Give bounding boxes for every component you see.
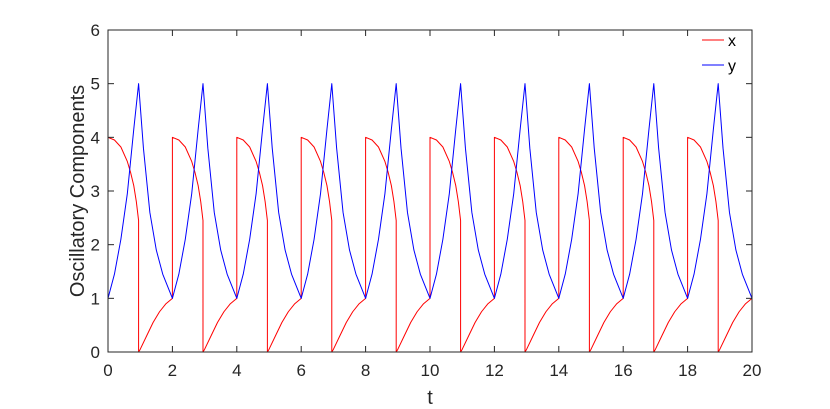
y-axis-label: Oscillatory Components bbox=[67, 85, 89, 297]
y-tick-label: 1 bbox=[91, 289, 100, 308]
legend: x y bbox=[702, 33, 736, 75]
x-tick-label: 6 bbox=[296, 361, 305, 380]
x-axis: 0 2 4 6 8 10 12 14 16 18 20 bbox=[103, 30, 761, 380]
x-tick-label: 20 bbox=[743, 361, 762, 380]
y-axis: 0 1 2 3 4 5 6 bbox=[91, 21, 752, 362]
legend-label-y: y bbox=[728, 58, 736, 75]
y-tick-label: 6 bbox=[91, 21, 100, 40]
y-tick-label: 2 bbox=[91, 236, 100, 255]
series-layer bbox=[108, 83, 752, 352]
series-line-x bbox=[108, 136, 752, 352]
x-tick-label: 18 bbox=[678, 361, 697, 380]
x-axis-label: t bbox=[427, 387, 433, 409]
x-tick-label: 10 bbox=[421, 361, 440, 380]
x-tick-label: 12 bbox=[485, 361, 504, 380]
x-tick-label: 8 bbox=[361, 361, 370, 380]
series-line-y bbox=[108, 83, 752, 299]
x-tick-label: 16 bbox=[614, 361, 633, 380]
legend-label-x: x bbox=[728, 33, 736, 50]
x-tick-label: 2 bbox=[168, 361, 177, 380]
y-tick-label: 5 bbox=[91, 75, 100, 94]
x-tick-label: 4 bbox=[232, 361, 241, 380]
y-tick-label: 0 bbox=[91, 343, 100, 362]
x-tick-label: 0 bbox=[103, 361, 112, 380]
legend-entry-x: x bbox=[702, 33, 736, 50]
x-tick-label: 14 bbox=[549, 361, 568, 380]
y-tick-label: 4 bbox=[91, 128, 100, 147]
y-tick-label: 3 bbox=[91, 182, 100, 201]
legend-entry-y: y bbox=[702, 58, 736, 75]
